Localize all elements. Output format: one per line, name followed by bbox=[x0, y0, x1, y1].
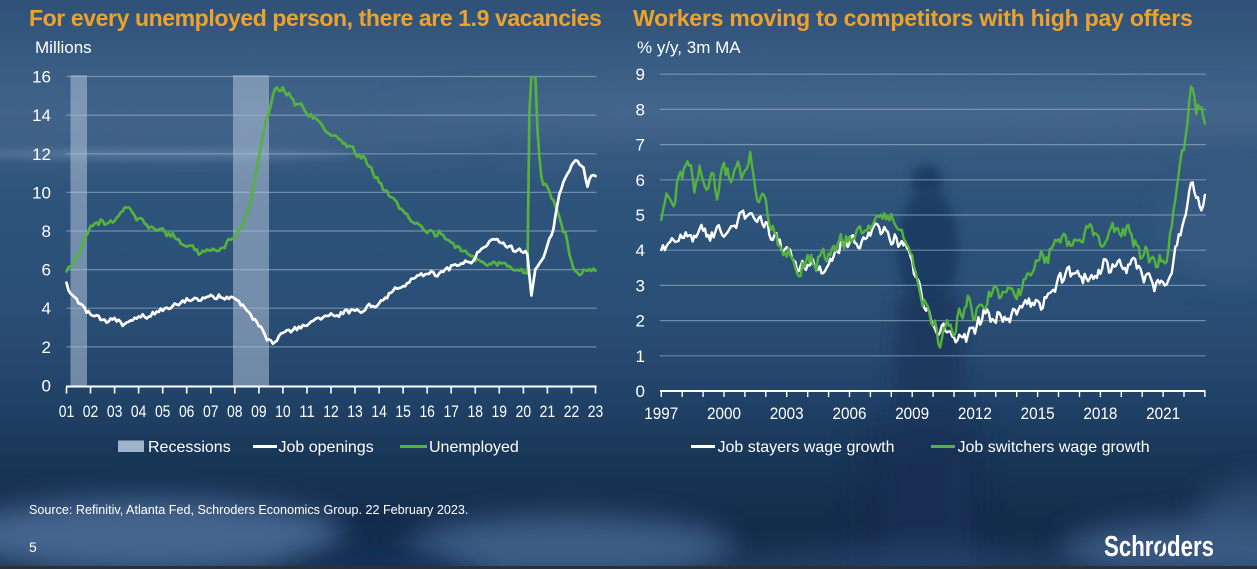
svg-text:1997: 1997 bbox=[644, 404, 678, 423]
svg-text:20: 20 bbox=[516, 402, 532, 421]
svg-text:18: 18 bbox=[468, 402, 484, 421]
svg-text:8: 8 bbox=[42, 222, 51, 241]
svg-text:12: 12 bbox=[32, 145, 51, 164]
svg-text:2000: 2000 bbox=[707, 404, 741, 423]
svg-text:5: 5 bbox=[636, 206, 645, 225]
svg-text:02: 02 bbox=[83, 402, 99, 421]
svg-text:2012: 2012 bbox=[958, 404, 992, 423]
svg-text:2015: 2015 bbox=[1021, 404, 1055, 423]
svg-text:16: 16 bbox=[419, 402, 435, 421]
svg-text:17: 17 bbox=[443, 402, 459, 421]
svg-text:2006: 2006 bbox=[833, 404, 867, 423]
svg-text:1: 1 bbox=[636, 347, 645, 366]
svg-text:03: 03 bbox=[107, 402, 123, 421]
svg-text:Schroders: Schroders bbox=[1104, 531, 1214, 563]
svg-text:6: 6 bbox=[636, 171, 645, 190]
svg-text:Unemployed: Unemployed bbox=[429, 439, 519, 456]
svg-text:4: 4 bbox=[42, 299, 51, 318]
svg-text:2: 2 bbox=[636, 312, 645, 331]
svg-text:2018: 2018 bbox=[1083, 404, 1117, 423]
svg-text:7: 7 bbox=[636, 136, 645, 155]
svg-text:Job stayers wage growth: Job stayers wage growth bbox=[718, 439, 895, 456]
svg-text:Job switchers wage growth: Job switchers wage growth bbox=[958, 439, 1150, 456]
svg-text:0: 0 bbox=[42, 377, 51, 396]
svg-text:05: 05 bbox=[155, 402, 171, 421]
svg-text:2009: 2009 bbox=[895, 404, 929, 423]
svg-text:07: 07 bbox=[203, 402, 219, 421]
svg-text:9: 9 bbox=[636, 65, 645, 84]
svg-text:16: 16 bbox=[32, 68, 51, 87]
svg-text:0: 0 bbox=[636, 382, 645, 401]
svg-text:14: 14 bbox=[371, 402, 387, 421]
svg-text:19: 19 bbox=[492, 402, 508, 421]
svg-text:21: 21 bbox=[540, 402, 556, 421]
svg-text:04: 04 bbox=[131, 402, 147, 421]
svg-text:13: 13 bbox=[347, 402, 363, 421]
svg-text:14: 14 bbox=[32, 106, 51, 125]
svg-text:12: 12 bbox=[323, 402, 339, 421]
svg-text:Recessions: Recessions bbox=[148, 439, 231, 456]
svg-text:06: 06 bbox=[179, 402, 195, 421]
svg-text:23: 23 bbox=[588, 402, 604, 421]
svg-text:2: 2 bbox=[42, 338, 51, 357]
svg-text:4: 4 bbox=[636, 241, 645, 260]
svg-text:09: 09 bbox=[251, 402, 267, 421]
svg-text:22: 22 bbox=[564, 402, 580, 421]
svg-text:6: 6 bbox=[42, 261, 51, 280]
svg-text:11: 11 bbox=[299, 402, 315, 421]
svg-text:8: 8 bbox=[636, 100, 645, 119]
svg-text:3: 3 bbox=[636, 276, 645, 295]
svg-text:15: 15 bbox=[395, 402, 411, 421]
svg-text:08: 08 bbox=[227, 402, 243, 421]
svg-text:10: 10 bbox=[32, 183, 51, 202]
svg-text:Job openings: Job openings bbox=[279, 439, 374, 456]
svg-text:2021: 2021 bbox=[1146, 404, 1180, 423]
svg-text:01: 01 bbox=[59, 402, 75, 421]
svg-text:10: 10 bbox=[275, 402, 291, 421]
svg-text:2003: 2003 bbox=[770, 404, 804, 423]
